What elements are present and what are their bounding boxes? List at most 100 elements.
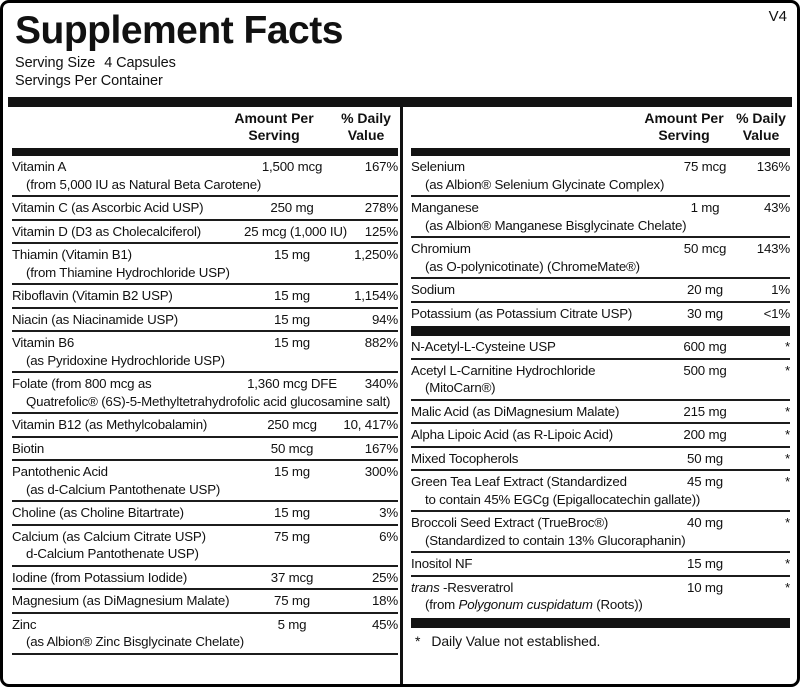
nutrient-name: Folate (from 800 mcg as — [12, 376, 152, 392]
nutrient-daily-value: 340% — [364, 376, 398, 392]
table-row: Zinc 5 mg 45% (as Albion® Zinc Bisglycin… — [12, 614, 398, 655]
nutrient-name: Zinc — [12, 616, 37, 632]
table-row: N-Acetyl-L-Cysteine USP 600 mg * — [411, 336, 790, 360]
nutrient-name: Choline (as Choline Bitartrate) — [12, 505, 184, 521]
percent-daily-value-header: % Daily Value — [341, 110, 391, 144]
table-row-main: Vitamin A 1,500 mcg 167% — [12, 158, 398, 176]
nutrient-detail: (MitoCarn®) — [425, 380, 496, 396]
nutrient-detail: (as Albion® Selenium Glycinate Complex) — [425, 176, 665, 192]
facts-column-right: Amount Per Serving % Daily Value Seleniu… — [403, 107, 792, 684]
table-row: Iodine (from Potassium Iodide) 37 mcg 25… — [12, 567, 398, 591]
table-row: Folate (from 800 mcg as 1,360 mcg DFE 34… — [12, 373, 398, 415]
table-row-main: Vitamin B12 (as Methylcobalamin) 250 mcg… — [12, 416, 398, 434]
nutrient-daily-value: * — [785, 556, 790, 572]
table-row-main: Calcium (as Calcium Citrate USP) 75 mg 6… — [12, 528, 398, 546]
nutrient-name: Selenium — [411, 159, 465, 175]
nutrient-name: N-Acetyl-L-Cysteine USP — [411, 339, 556, 355]
nutrient-amount: 15 mg — [274, 335, 310, 351]
nutrient-daily-value: * — [785, 403, 790, 419]
table-row-main: Pantothenic Acid 15 mg 300% — [12, 463, 398, 481]
table-row-main: Thiamin (Vitamin B1) 15 mg 1,250% — [12, 246, 398, 264]
table-row-main: Acetyl L-Carnitine Hydrochloride 500 mg … — [411, 362, 790, 380]
nutrient-daily-value: 18% — [371, 593, 398, 609]
table-row-main: Vitamin C (as Ascorbic Acid USP) 250 mg … — [12, 199, 398, 217]
table-row: Biotin 50 mcg 167% — [12, 438, 398, 462]
nutrient-detail: (Standardized to contain 13% Glucoraphan… — [425, 532, 686, 548]
footnote-text: Daily Value not established. — [431, 632, 601, 649]
nutrient-name: Riboflavin (Vitamin B2 USP) — [12, 288, 173, 304]
table-row: Magnesium (as DiMagnesium Malate) 75 mg … — [12, 590, 398, 614]
nutrient-daily-value: 300% — [364, 464, 398, 480]
nutrient-daily-value: 10, 417% — [343, 417, 398, 433]
nutrient-detail: (from Thiamine Hydrochloride USP) — [26, 264, 230, 280]
nutrient-daily-value: 3% — [379, 505, 398, 521]
nutrient-detail: (as Albion® Manganese Bisglycinate Chela… — [425, 217, 687, 233]
nutrient-amount: 50 mcg — [270, 440, 314, 456]
table-row-main: Zinc 5 mg 45% — [12, 616, 398, 634]
nutrient-daily-value: 45% — [371, 616, 398, 632]
percent-daily-value-header: % Daily Value — [736, 110, 786, 144]
table-row: Malic Acid (as DiMagnesium Malate) 215 m… — [411, 401, 790, 425]
table-row: Manganese 1 mg 43% (as Albion® Manganese… — [411, 197, 790, 239]
nutrient-amount: 25 mcg (1,000 IU) — [244, 223, 348, 239]
column-header-right: Amount Per Serving % Daily Value — [411, 107, 790, 148]
table-row-main: Iodine (from Potassium Iodide) 37 mcg 25… — [12, 569, 398, 587]
other-ingredient-rows-right: N-Acetyl-L-Cysteine USP 600 mg * Acetyl … — [411, 336, 790, 616]
nutrient-name: Vitamin A — [12, 159, 67, 175]
serving-size-value: 4 Capsules — [104, 55, 176, 72]
serving-size-line: Serving Size 4 Capsules — [15, 54, 785, 72]
nutrient-amount: 75 mcg — [683, 159, 727, 175]
nutrient-name: Magnesium (as DiMagnesium Malate) — [12, 593, 230, 609]
table-row-main: Inositol NF 15 mg * — [411, 555, 790, 573]
nutrient-amount: 37 mcg — [270, 569, 314, 585]
nutrient-name: Sodium — [411, 282, 455, 298]
table-row: Alpha Lipoic Acid (as R-Lipoic Acid) 200… — [411, 424, 790, 448]
nutrient-name: Vitamin B12 (as Methylcobalamin) — [12, 417, 208, 433]
facts-column-left: Amount Per Serving % Daily Value Vitamin… — [8, 107, 400, 684]
version-tag: V4 — [768, 8, 787, 25]
nutrient-amount: 1 mg — [690, 200, 720, 216]
amount-per-serving-header: Amount Per Serving — [234, 110, 314, 144]
table-row: Vitamin B12 (as Methylcobalamin) 250 mcg… — [12, 414, 398, 438]
table-row-main: Choline (as Choline Bitartrate) 15 mg 3% — [12, 504, 398, 522]
table-row-main: Vitamin D (D3 as Cholecalciferol) 25 mcg… — [12, 223, 398, 241]
table-row: Broccoli Seed Extract (TrueBroc®) 40 mg … — [411, 512, 790, 554]
mineral-rows-right: Selenium 75 mcg 136% (as Albion® Seleniu… — [411, 156, 790, 324]
nutrient-amount: 500 mg — [683, 362, 727, 378]
label-header: Supplement Facts Serving Size 4 Capsules … — [3, 3, 797, 94]
nutrient-daily-value: 25% — [371, 569, 398, 585]
nutrient-amount: 15 mg — [687, 556, 723, 572]
nutrient-name: trans -Resveratrol — [411, 579, 514, 595]
nutrient-amount: 10 mg — [687, 579, 723, 595]
nutrient-name: Chromium — [411, 241, 471, 257]
nutrient-amount: 50 mg — [687, 450, 723, 466]
nutrient-detail: Quatrefolic® (6S)-5-Methyltetrahydrofoli… — [26, 393, 391, 409]
table-row-main: Mixed Tocopherols 50 mg * — [411, 450, 790, 468]
label-title: Supplement Facts — [15, 9, 343, 52]
table-row-main: Green Tea Leaf Extract (Standardized 45 … — [411, 473, 790, 491]
amount-per-serving-header: Amount Per Serving — [644, 110, 724, 144]
nutrient-name: Alpha Lipoic Acid (as R-Lipoic Acid) — [411, 427, 613, 443]
nutrient-daily-value: 167% — [364, 159, 398, 175]
nutrient-amount: 20 mg — [687, 282, 723, 298]
table-row: Riboflavin (Vitamin B2 USP) 15 mg 1,154% — [12, 285, 398, 309]
nutrient-name: Pantothenic Acid — [12, 464, 108, 480]
nutrient-amount: 30 mg — [687, 305, 723, 321]
header-divider-bar-left — [12, 148, 398, 157]
table-row: Vitamin B6 15 mg 882% (as Pyridoxine Hyd… — [12, 332, 398, 374]
nutrient-name: Biotin — [12, 440, 45, 456]
nutrient-amount: 250 mcg — [267, 417, 317, 433]
nutrient-daily-value: 136% — [756, 159, 790, 175]
nutrient-amount: 1,360 mcg DFE — [247, 376, 337, 392]
nutrient-daily-value: * — [785, 427, 790, 443]
nutrient-daily-value: 1,154% — [354, 288, 398, 304]
header-divider-bar-right — [411, 148, 790, 157]
nutrient-amount: 75 mg — [274, 528, 310, 544]
serving-size-label: Serving Size — [15, 55, 96, 72]
nutrient-name: Acetyl L-Carnitine Hydrochloride — [411, 362, 596, 378]
table-row-main: Sodium 20 mg 1% — [411, 281, 790, 299]
nutrient-daily-value: 94% — [371, 311, 398, 327]
table-row-main: N-Acetyl-L-Cysteine USP 600 mg * — [411, 338, 790, 356]
nutrient-daily-value: 143% — [756, 241, 790, 257]
table-row-main: Malic Acid (as DiMagnesium Malate) 215 m… — [411, 403, 790, 421]
